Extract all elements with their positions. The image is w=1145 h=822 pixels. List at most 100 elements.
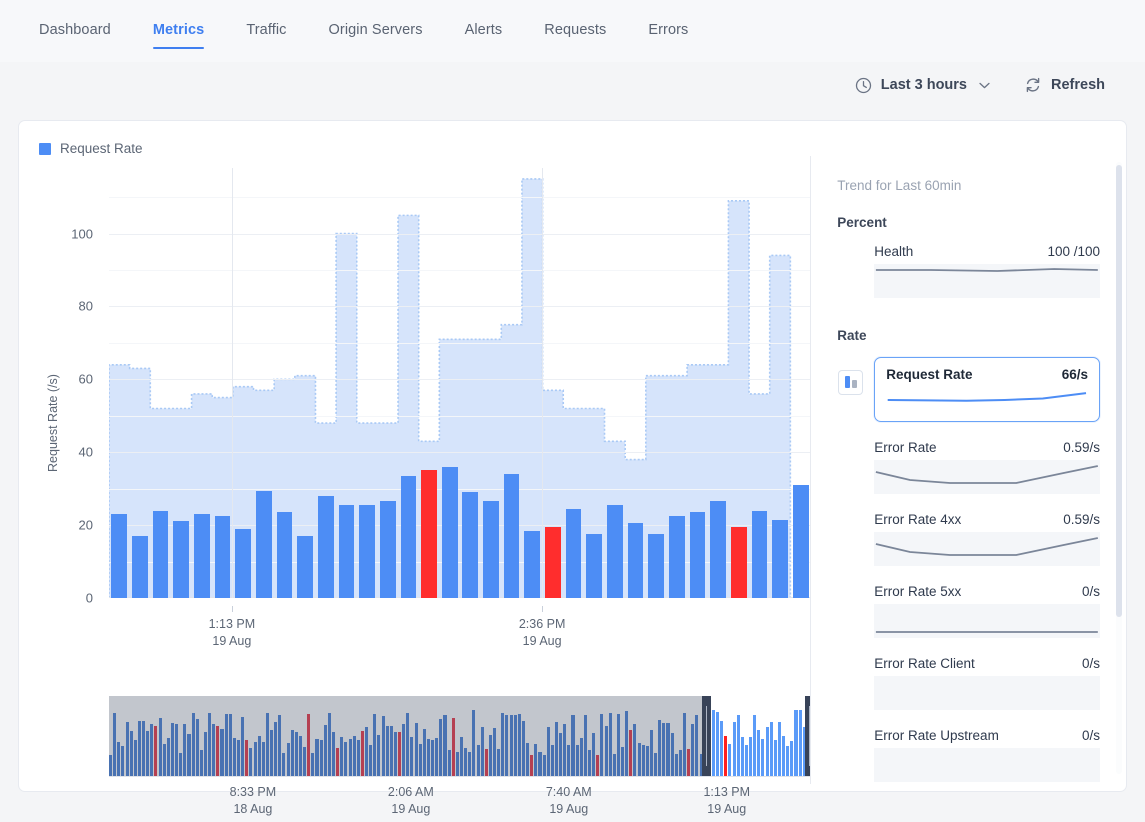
metric-row[interactable]: Error Rate Upstream 0/s [874, 728, 1100, 782]
navigator-bar [464, 748, 468, 776]
metric-value: 66/s [1061, 367, 1088, 382]
metric-row[interactable]: Error Rate 4xx 0.59/s [874, 512, 1100, 566]
metric-name: Error Rate 4xx [874, 512, 962, 527]
navigator-handle-right[interactable] [805, 696, 811, 776]
navigator-bar-alert [245, 740, 249, 776]
chart-bar[interactable] [276, 512, 293, 598]
chart-bar[interactable] [751, 510, 768, 598]
chart-bar[interactable] [689, 512, 706, 598]
chart-bar[interactable] [400, 475, 417, 598]
chart-bar[interactable] [256, 490, 272, 598]
panel-scrollbar-thumb[interactable] [1116, 165, 1122, 617]
navigator-bar [125, 722, 129, 776]
navigator-bar [711, 710, 715, 776]
navigator-bar [505, 715, 509, 776]
navigator-bar [633, 724, 637, 776]
tab-metrics[interactable]: Metrics [132, 18, 225, 52]
tab-dashboard[interactable]: Dashboard [18, 18, 132, 52]
navigator-bar [612, 754, 616, 776]
chart-bar[interactable] [607, 505, 623, 598]
chart-bar[interactable] [668, 516, 685, 598]
chart-bar[interactable] [648, 534, 664, 598]
legend-label: Request Rate [60, 141, 143, 156]
tab-origin-servers[interactable]: Origin Servers [308, 18, 444, 52]
chart-bar[interactable] [132, 536, 148, 598]
metric-row[interactable]: Health 100 /100 [874, 244, 1100, 298]
chevron-down-icon [979, 82, 990, 89]
y-axis-tick: 40 [78, 444, 93, 460]
navigator-bar [137, 721, 141, 776]
chart-bar[interactable] [194, 514, 210, 598]
chart-bar[interactable] [483, 501, 499, 598]
navigator-axis-label: 1:13 PM 19 Aug [703, 784, 750, 818]
time-range-selector[interactable]: Last 3 hours [855, 77, 990, 94]
navigator-axis-label: 8:33 PM 18 Aug [230, 784, 277, 818]
tab-alerts[interactable]: Alerts [444, 18, 524, 52]
chart-bar[interactable] [441, 466, 458, 598]
chart-bar[interactable] [359, 505, 375, 598]
navigator-bar [559, 733, 563, 776]
navigator-bar [794, 710, 798, 776]
chart-area: Request Rate (/s) 0 20 40 60 80 100 1:13 PM 19… [19, 156, 811, 816]
chart-bar[interactable] [586, 534, 603, 598]
bar-chart-icon[interactable] [838, 370, 864, 395]
time-range-label: Last 3 hours [880, 77, 967, 93]
navigator-bar [414, 723, 418, 776]
navigator-bar [625, 711, 629, 776]
metric-row[interactable]: Error Rate 0.59/s [874, 440, 1100, 494]
navigator-bar-alert [216, 726, 220, 776]
chart-bar[interactable] [317, 495, 334, 598]
chart-bar[interactable] [565, 508, 582, 598]
tab-requests[interactable]: Requests [523, 18, 627, 52]
chart-bar[interactable] [173, 521, 190, 598]
chart-bar[interactable] [297, 536, 313, 598]
chart-bar[interactable] [379, 501, 396, 598]
navigator-bar [550, 744, 554, 776]
navigator-axis-line [109, 776, 811, 777]
metric-row[interactable]: Error Rate Client 0/s [874, 656, 1100, 710]
chart-bar-alert[interactable] [730, 526, 747, 598]
tab-traffic[interactable]: Traffic [225, 18, 307, 52]
panel-scrollbar[interactable] [1116, 162, 1122, 774]
chart-bar[interactable] [503, 474, 520, 598]
refresh-button[interactable]: Refresh [1024, 76, 1105, 94]
metric-name: Request Rate [886, 367, 973, 382]
navigator-time: 2:06 AM [387, 785, 434, 799]
x-axis-tick [231, 606, 233, 612]
navigator-time: 1:13 PM [703, 785, 751, 799]
navigator-bar [592, 733, 596, 776]
metric-row-selected[interactable]: Request Rate 66/s [838, 357, 1100, 422]
y-axis-tick: 80 [78, 298, 93, 314]
metric-sparkline [874, 604, 1100, 638]
metric-row[interactable]: Error Rate 5xx 0/s [874, 584, 1100, 638]
range-navigator[interactable] [109, 696, 811, 777]
metric-group-title: Percent [837, 215, 887, 230]
chart-bar[interactable] [710, 501, 726, 598]
navigator-bar [142, 720, 146, 776]
chart-bar[interactable] [235, 528, 252, 598]
chart-bar[interactable] [524, 530, 541, 598]
chart-bar[interactable] [627, 523, 644, 598]
navigator-bar [460, 736, 464, 776]
chart-bar-alert[interactable] [545, 526, 561, 598]
chart-bar[interactable] [338, 505, 355, 598]
navigator-bar [191, 713, 195, 776]
chart-bar[interactable] [772, 519, 788, 598]
gridline [109, 379, 811, 381]
tab-label: Origin Servers [328, 22, 423, 38]
tab-errors[interactable]: Errors [627, 18, 709, 52]
chart-bar-alert[interactable] [421, 470, 437, 598]
navigator-bar [257, 735, 261, 776]
chart-legend[interactable]: Request Rate [19, 121, 1126, 156]
navigator-axis-label: 2:06 AM 19 Aug [388, 784, 434, 818]
chart-bar[interactable] [214, 516, 231, 598]
chart-bar[interactable] [792, 485, 809, 598]
navigator-bar [670, 732, 674, 776]
chart-bar[interactable] [152, 510, 169, 598]
chart-bar[interactable] [462, 492, 479, 598]
navigator-bar [117, 742, 121, 776]
chart-bar[interactable] [111, 514, 128, 598]
navigator-handle-left[interactable] [702, 696, 712, 776]
plot-canvas[interactable] [109, 168, 811, 598]
navigator-date: 19 Aug [549, 802, 589, 816]
